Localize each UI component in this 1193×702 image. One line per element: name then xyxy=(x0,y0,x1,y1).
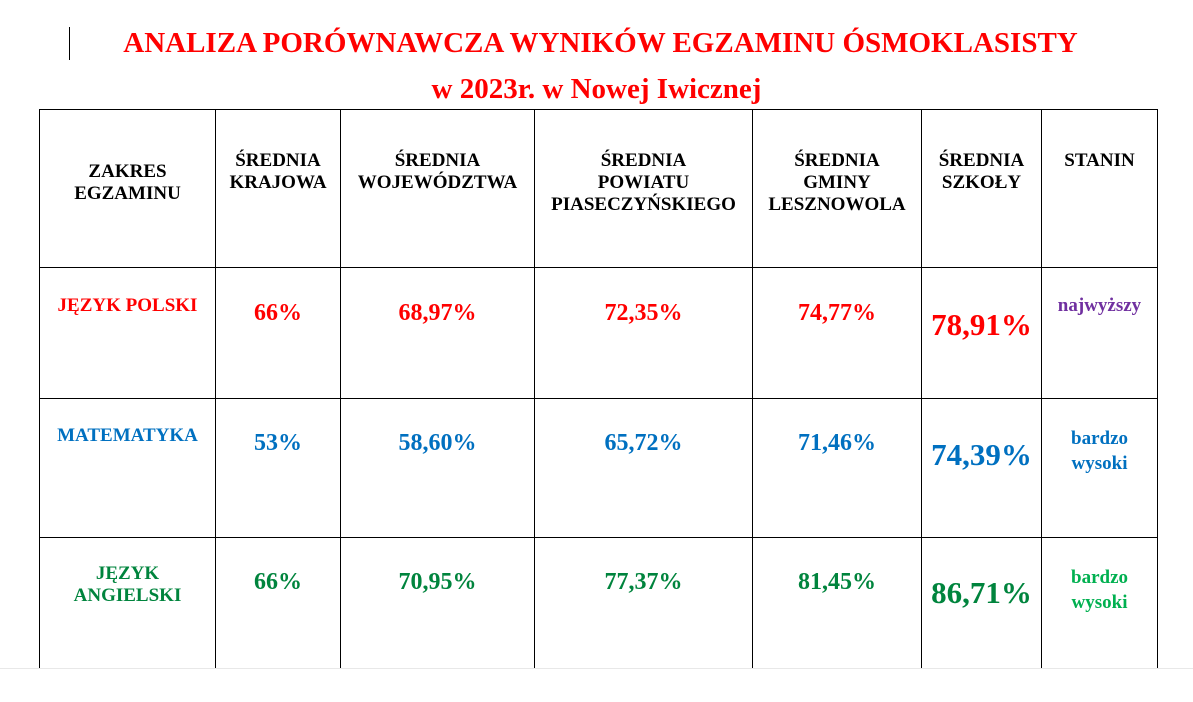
value-powiatu: 77,37% xyxy=(604,569,683,595)
cell-szkoly: 86,71% xyxy=(921,537,1042,668)
cell-gminy: 74,77% xyxy=(752,267,922,399)
value-szkoly: 74,39% xyxy=(931,437,1032,472)
text-cursor xyxy=(69,27,70,60)
document-subtitle: w 2023r. w Nowej Iwicznej xyxy=(431,73,762,105)
value-gminy: 74,77% xyxy=(798,300,876,326)
subject-label: JĘZYK POLSKI xyxy=(57,295,198,316)
value-szkoly: 86,71% xyxy=(931,575,1032,610)
header-zakres-egzaminu: ZAKRES EGZAMINU xyxy=(74,161,181,204)
cell-powiatu: 65,72% xyxy=(534,398,753,538)
cell-stanin: najwyższy xyxy=(1041,267,1158,399)
cell-powiatu: 72,35% xyxy=(534,267,753,399)
cell-wojewodztwa: 58,60% xyxy=(340,398,535,538)
cell-subject: MATEMATYKA xyxy=(39,398,216,538)
cell-krajowa: 53% xyxy=(215,398,341,538)
value-powiatu: 72,35% xyxy=(604,300,683,326)
cell-szkoly: 78,91% xyxy=(921,267,1042,399)
header-srednia-krajowa: ŚREDNIA KRAJOWA xyxy=(229,150,327,193)
table-row-matematyka: MATEMATYKA 53% 58,60% 65,72% 71,46% 74,3… xyxy=(39,398,1158,538)
value-gminy: 81,45% xyxy=(798,569,876,595)
value-powiatu: 65,72% xyxy=(604,430,683,456)
cell-stanin: bardzo wysoki xyxy=(1041,537,1158,668)
value-wojewodztwa: 58,60% xyxy=(398,430,477,456)
header-cell-szkoly: ŚREDNIA SZKOŁY xyxy=(921,109,1042,268)
header-cell-gminy: ŚREDNIA GMINY LESZNOWOLA xyxy=(752,109,922,268)
header-srednia-szkoly: ŚREDNIA SZKOŁY xyxy=(938,150,1025,193)
subject-label: JĘZYK ANGIELSKI xyxy=(73,563,182,606)
header-row: ZAKRES EGZAMINU ŚREDNIA KRAJOWA ŚREDNIA … xyxy=(39,109,1158,268)
header-srednia-gminy: ŚREDNIA GMINY LESZNOWOLA xyxy=(768,150,906,215)
value-wojewodztwa: 68,97% xyxy=(398,300,477,326)
value-szkoly: 78,91% xyxy=(931,307,1032,342)
cell-stanin: bardzo wysoki xyxy=(1041,398,1158,538)
table-row-polski: JĘZYK POLSKI 66% 68,97% 72,35% 74,77% 78… xyxy=(39,267,1158,399)
header-srednia-powiatu: ŚREDNIA POWIATU PIASECZYŃSKIEGO xyxy=(551,150,736,215)
cell-wojewodztwa: 68,97% xyxy=(340,267,535,399)
page-bottom-strip xyxy=(0,668,1193,702)
header-cell-stanin: STANIN xyxy=(1041,109,1158,268)
cell-gminy: 71,46% xyxy=(752,398,922,538)
cell-krajowa: 66% xyxy=(215,537,341,668)
document-title: ANALIZA PORÓWNAWCZA WYNIKÓW EGZAMINU ÓSM… xyxy=(123,27,1078,59)
value-krajowa: 66% xyxy=(254,300,302,326)
header-cell-krajowa: ŚREDNIA KRAJOWA xyxy=(215,109,341,268)
value-wojewodztwa: 70,95% xyxy=(398,569,477,595)
header-srednia-wojewodztwa: ŚREDNIA WOJEWÓDZTWA xyxy=(357,150,518,193)
value-stanin: bardzo wysoki xyxy=(1071,428,1128,474)
results-table: ZAKRES EGZAMINU ŚREDNIA KRAJOWA ŚREDNIA … xyxy=(39,109,1158,668)
header-cell-zakres: ZAKRES EGZAMINU xyxy=(39,109,216,268)
cell-powiatu: 77,37% xyxy=(534,537,753,668)
header-cell-wojewodztwa: ŚREDNIA WOJEWÓDZTWA xyxy=(340,109,535,268)
document-page: ANALIZA PORÓWNAWCZA WYNIKÓW EGZAMINU ÓSM… xyxy=(39,27,1158,668)
value-krajowa: 53% xyxy=(254,430,302,456)
value-stanin: najwyższy xyxy=(1057,295,1142,316)
cell-subject: JĘZYK POLSKI xyxy=(39,267,216,399)
subject-label: MATEMATYKA xyxy=(57,425,198,446)
header-cell-powiatu: ŚREDNIA POWIATU PIASECZYŃSKIEGO xyxy=(534,109,753,268)
table-row-angielski: JĘZYK ANGIELSKI 66% 70,95% 77,37% 81,45%… xyxy=(39,537,1158,668)
value-stanin: bardzo wysoki xyxy=(1071,567,1128,613)
cell-szkoly: 74,39% xyxy=(921,398,1042,538)
cell-gminy: 81,45% xyxy=(752,537,922,668)
header-stanin: STANIN xyxy=(1064,150,1135,171)
cell-krajowa: 66% xyxy=(215,267,341,399)
cell-subject: JĘZYK ANGIELSKI xyxy=(39,537,216,668)
value-gminy: 71,46% xyxy=(798,430,876,456)
value-krajowa: 66% xyxy=(254,569,302,595)
cell-wojewodztwa: 70,95% xyxy=(340,537,535,668)
